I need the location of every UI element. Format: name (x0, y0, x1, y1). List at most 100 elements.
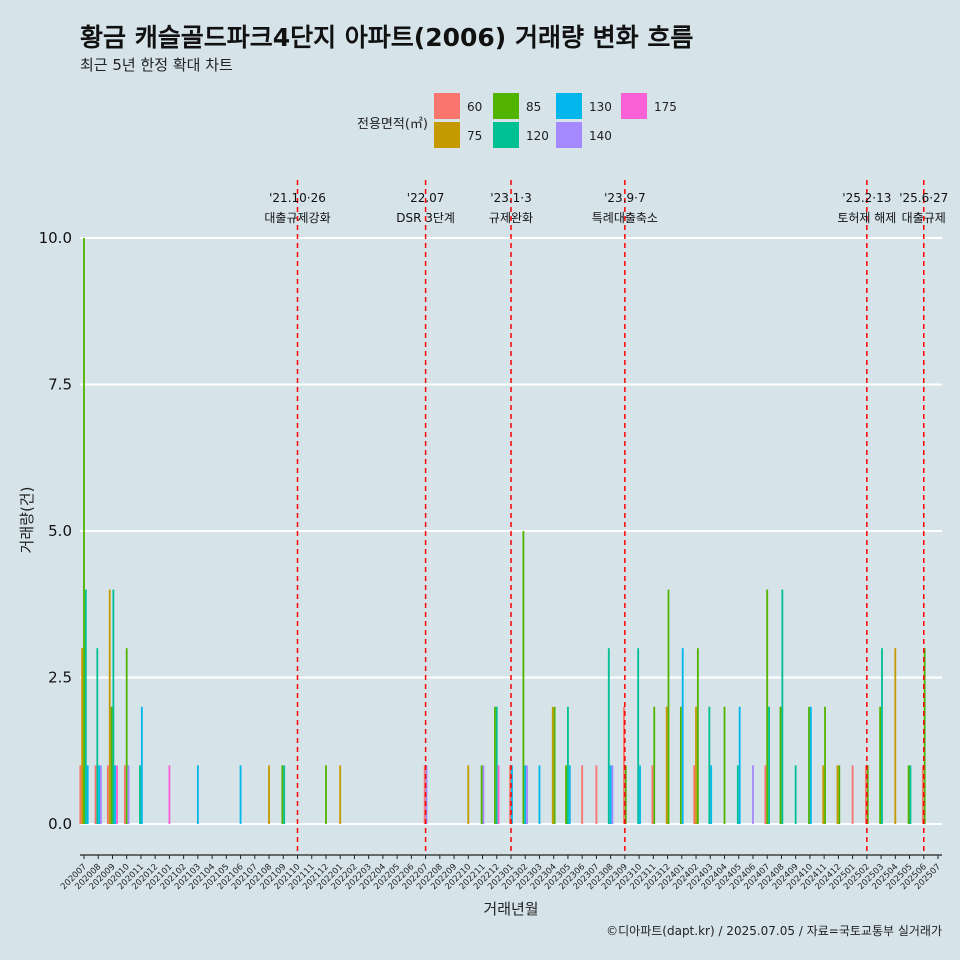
bar-202503-120 (881, 648, 883, 824)
bar-202007-130 (86, 765, 89, 824)
bar-202312-75 (665, 706, 668, 824)
bar-202011-130 (140, 706, 143, 824)
bar-202502-60 (865, 765, 867, 824)
bar-202501-60 (851, 765, 854, 824)
bar-202009-120 (112, 589, 115, 824)
bar-202009-130 (114, 765, 117, 824)
bar-202309-60 (623, 706, 625, 824)
bar-202302-130 (524, 765, 527, 824)
bar-202305-120 (567, 706, 569, 824)
bar-202304-85 (553, 706, 556, 824)
legend-swatch-120 (493, 122, 519, 148)
bar-202008-60 (94, 765, 97, 824)
event-date-label: '25.6·27 (899, 191, 948, 205)
bar-202304-75 (551, 706, 554, 824)
legend-swatch-60 (434, 93, 460, 119)
bar-202402-85 (696, 648, 699, 824)
bar-202009-175 (116, 765, 118, 824)
bar-202402-60 (693, 765, 696, 824)
bar-202307-60 (595, 765, 598, 824)
bar-202007-120 (84, 589, 87, 824)
event-label: 규제완화 (489, 211, 533, 225)
bar-202502-85 (866, 765, 869, 824)
bar-202505-120 (909, 765, 912, 824)
bar-202010-60 (123, 765, 126, 824)
bar-202007-85 (83, 238, 85, 824)
bar-202406-140 (752, 765, 754, 824)
bar-202008-120 (96, 648, 99, 824)
bar-202008-140 (100, 765, 102, 824)
bar-202010-140 (127, 765, 130, 824)
bar-202207-140 (425, 765, 428, 824)
bar-202402-75 (695, 706, 697, 824)
legend-label-130: 130 (589, 100, 612, 114)
bar-202412-85 (838, 765, 841, 824)
bar-202011-120 (139, 765, 141, 824)
bar-202211-85 (480, 765, 483, 824)
bar-202503-85 (879, 706, 882, 824)
bar-202302-85 (522, 531, 525, 824)
legend-swatch-75 (434, 122, 460, 148)
event-label: 특례대출축소 (592, 211, 658, 225)
bar-202301-130 (511, 765, 513, 824)
event-label: 토허제 해제 (837, 211, 896, 225)
legend-label-140: 140 (589, 129, 612, 143)
bar-202401-85 (679, 706, 682, 824)
bar-202010-85 (125, 648, 128, 824)
event-date-label: '23.1·3 (490, 191, 531, 205)
bar-202408-120 (781, 589, 784, 824)
bar-202007-60 (79, 765, 82, 824)
bar-202410-130 (809, 706, 812, 824)
bar-202303-130 (538, 765, 541, 824)
event-label: 대출규제 (902, 211, 946, 225)
legend-swatch-85 (493, 93, 519, 119)
source-caption: ©디아파트(dapt.kr) / 2025.07.05 / 자료=국토교통부 실… (606, 924, 942, 938)
bar-202506-60 (921, 765, 924, 824)
bar-202312-85 (667, 589, 670, 824)
event-label: DSR 3단계 (396, 211, 455, 225)
chart-subtitle: 최근 5년 한정 확대 차트 (80, 56, 233, 74)
event-date-label: '21.10·26 (269, 191, 326, 205)
bar-202310-130 (639, 765, 641, 824)
bar-202405-120 (736, 765, 739, 824)
bar-202211-140 (482, 765, 485, 824)
bar-202411-85 (824, 706, 826, 824)
y-tick-label: 2.5 (48, 669, 72, 687)
bar-202007-75 (81, 648, 84, 824)
bar-202109-120 (283, 765, 286, 824)
bar-202407-85 (766, 589, 769, 824)
bar-202009-60 (106, 765, 109, 824)
event-date-label: '23.9·7 (604, 191, 645, 205)
bar-202212-175 (497, 765, 500, 824)
bar-202009-85 (110, 706, 113, 824)
bar-202101-175 (168, 765, 171, 824)
legend-label-85: 85 (526, 100, 541, 114)
bar-202009-75 (108, 589, 111, 824)
y-tick-label: 10.0 (39, 229, 72, 247)
bar-202407-60 (764, 765, 767, 824)
bar-202201-75 (339, 765, 342, 824)
bar-202306-60 (581, 765, 584, 824)
legend-swatch-130 (556, 93, 582, 119)
bar-202311-60 (651, 765, 654, 824)
legend-label-175: 175 (654, 100, 677, 114)
bar-202301-60 (509, 765, 511, 824)
bar-202408-85 (779, 706, 782, 824)
bar-202302-140 (526, 765, 528, 824)
y-tick-label: 5.0 (48, 522, 72, 540)
x-axis-title: 거래년월 (483, 900, 538, 918)
bar-202308-120 (607, 648, 610, 824)
bar-202212-120 (495, 706, 498, 824)
bar-202308-140 (611, 765, 614, 824)
legend-label-75: 75 (467, 129, 482, 143)
bar-202410-85 (808, 706, 810, 824)
bar-202207-60 (423, 765, 426, 824)
bar-202108-75 (268, 765, 270, 824)
bar-202311-85 (653, 706, 656, 824)
bar-202305-130 (568, 765, 571, 824)
bar-202403-120 (708, 706, 711, 824)
legend-title: 전용면적(㎡) (357, 117, 428, 132)
y-tick-label: 7.5 (48, 376, 72, 394)
bar-202309-85 (624, 765, 627, 824)
